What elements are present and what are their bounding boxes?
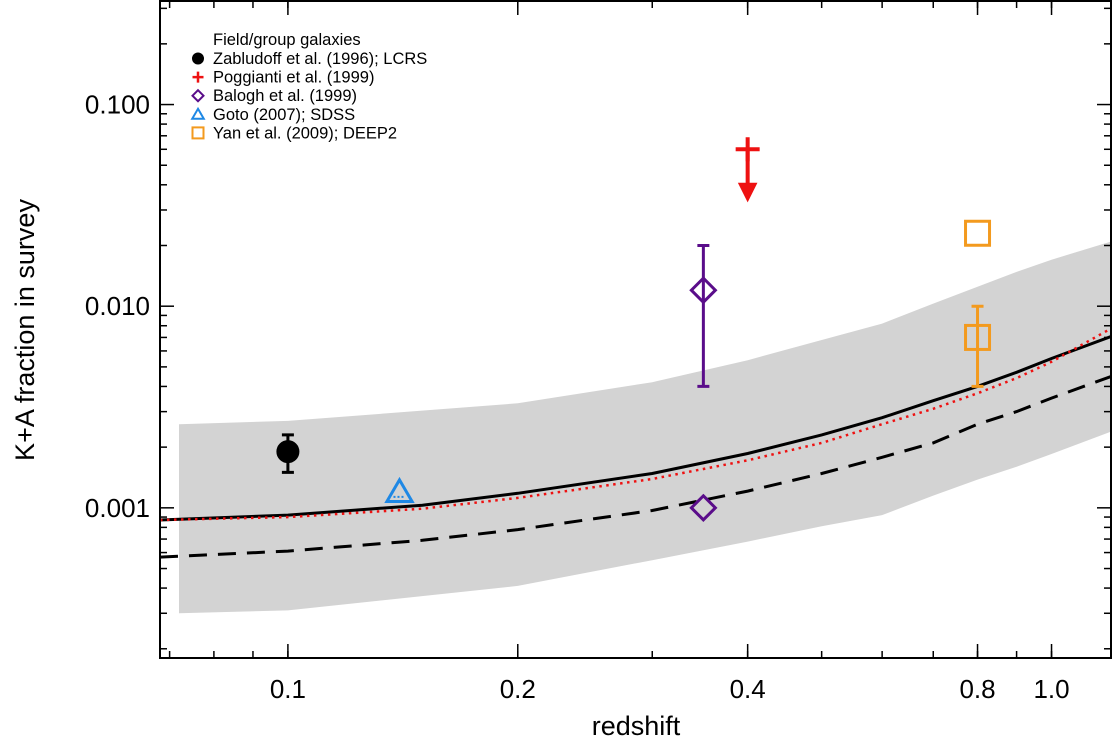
balogh-et-al-1999-point-2	[689, 276, 718, 305]
x-tick-label: 1.0	[1033, 674, 1069, 704]
y-tick-label: 0.001	[85, 493, 150, 523]
legend-marker-balogh-et-al-1999	[191, 88, 205, 103]
legend-title: Field/group galaxies	[213, 31, 361, 49]
legend-label-goto-2007-sdss: Goto (2007); SDSS	[213, 106, 355, 124]
poggianti-et-al-1999-point-1	[735, 137, 760, 162]
x-tick-label: 0.1	[270, 674, 306, 704]
balogh-et-al-1999-point-2-errorbar	[697, 243, 710, 388]
yan-et-al-2009-deep2-point-6-errorbar	[971, 304, 984, 388]
model-curve-dashed	[159, 374, 1112, 559]
legend-marker-yan-et-al-2009-deep2	[191, 126, 205, 140]
data-points-layer	[276, 137, 992, 522]
legend-marker-poggianti-et-al-1999	[192, 71, 204, 83]
yan-et-al-2009-deep2-point-6	[964, 323, 992, 351]
legend-label-yan-et-al-2009-deep2: Yan et al. (2009); DEEP2	[213, 124, 397, 142]
poggianti-et-al-1999-point-1-limit-arrow-head	[737, 182, 758, 203]
uncertainty-band	[179, 241, 1112, 614]
y-tick-label: 0.010	[85, 291, 150, 321]
balogh-et-al-1999-point-3	[689, 493, 718, 522]
model-curve-solid	[159, 334, 1112, 522]
uncertainty-band-layer	[179, 241, 1112, 614]
x-tick-label: 0.8	[959, 674, 995, 704]
x-tick-label: 0.2	[500, 674, 536, 704]
legend-marker-goto-2007-sdss	[190, 106, 206, 120]
x-tick-label: 0.4	[730, 674, 766, 704]
goto-2007-sdss-point-4	[384, 476, 415, 503]
legend-marker-zabludoff-et-al-1996-lcrs	[192, 52, 204, 65]
x-axis-title: redshift	[592, 711, 681, 741]
plot-frame	[159, 0, 1112, 659]
yan-et-al-2009-deep2-point-5	[964, 219, 992, 247]
axes-layer: 0.1 0.2 0.4 0.8 1.0 0.001 0.010 0.100	[85, 0, 1112, 704]
zabludoff-et-al-1996-lcrs-point-0	[276, 440, 300, 464]
legend-label-balogh-et-al-1999: Balogh et al. (1999)	[213, 87, 357, 105]
y-tick-label: 0.100	[85, 90, 150, 120]
model-curves-layer	[159, 326, 1112, 559]
y-axis-title: K+A fraction in survey	[10, 199, 40, 461]
legend-label-zabludoff-et-al-1996-lcrs: Zabludoff et al. (1996); LCRS	[213, 50, 427, 68]
legend-label-poggianti-et-al-1999: Poggianti et al. (1999)	[213, 69, 374, 87]
